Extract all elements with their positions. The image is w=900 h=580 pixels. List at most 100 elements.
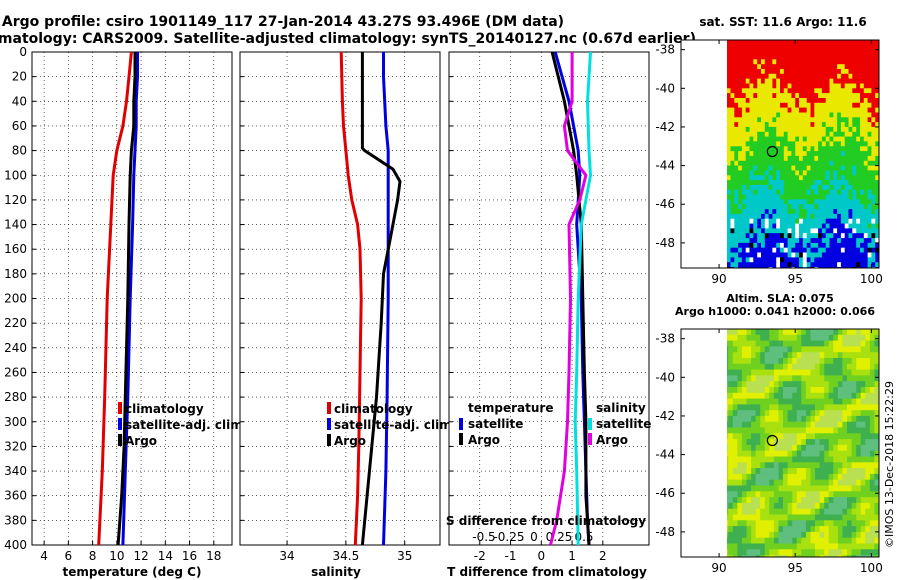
sla-cell — [792, 508, 798, 516]
sst-cell — [818, 165, 823, 171]
sst-cell — [753, 73, 758, 80]
sla-cell — [737, 421, 743, 429]
sst-cell — [867, 257, 872, 263]
sst-cell — [741, 59, 747, 65]
sst-cell — [829, 64, 834, 70]
sst-cell — [749, 122, 754, 128]
sst-cell — [780, 98, 785, 104]
sst-cell — [833, 194, 838, 200]
sst-cell — [840, 83, 846, 89]
sla-cell — [856, 537, 862, 545]
sst-cell — [848, 136, 853, 142]
sla-cell — [773, 415, 780, 423]
sla-cell — [755, 485, 761, 492]
sst-cell — [799, 122, 804, 128]
sla-cell — [778, 369, 784, 376]
sst-cell — [749, 131, 754, 138]
sst-cell — [867, 252, 872, 258]
sla-cell — [751, 450, 757, 458]
sla-cell — [801, 421, 807, 429]
sla-cell — [773, 497, 780, 504]
sla-cell — [732, 363, 738, 371]
sst-cell — [764, 194, 770, 200]
sst-cell — [799, 151, 804, 157]
sst-cell — [829, 78, 834, 84]
sst-cell — [856, 233, 861, 239]
sla-cell — [860, 387, 866, 394]
sla-cell — [856, 479, 862, 487]
sst-cell — [833, 40, 838, 46]
sla-cell — [783, 462, 789, 469]
sla-cell — [787, 497, 793, 504]
sst-cell — [734, 170, 739, 176]
sst-cell — [810, 40, 815, 46]
sla-cell — [751, 531, 757, 539]
sst-cell — [757, 73, 762, 80]
sla-cell — [869, 497, 876, 504]
sst-cell — [745, 180, 751, 186]
sla-cell — [764, 526, 770, 533]
sst-cell — [749, 233, 754, 239]
sst-cell — [761, 146, 766, 152]
sst-cell — [806, 228, 812, 234]
sst-cell — [776, 155, 781, 162]
sla-cell — [792, 433, 798, 440]
sst-cell — [802, 107, 808, 113]
sla-cell — [828, 387, 834, 394]
sla-cell — [805, 415, 812, 423]
sla-cell — [851, 514, 857, 521]
sla-cell — [824, 520, 830, 527]
sst-cell — [727, 204, 732, 210]
sla-cell — [773, 514, 780, 521]
sst-cell — [821, 117, 827, 123]
sla-cell — [869, 555, 876, 557]
sst-cell — [856, 213, 861, 220]
sla-cell — [732, 508, 738, 516]
sst-cell — [745, 194, 751, 200]
x-tick-label: 34 — [279, 549, 294, 563]
sla-cell — [874, 444, 879, 452]
sst-cell — [772, 209, 777, 215]
sst-cell — [863, 107, 869, 113]
sla-cell — [737, 363, 743, 371]
sst-cell — [753, 117, 758, 123]
sla-cell — [815, 479, 821, 487]
sst-cell — [856, 88, 861, 94]
sst-cell — [795, 233, 800, 239]
sst-cell — [837, 199, 842, 205]
sst-cell — [863, 49, 869, 56]
sla-cell — [842, 520, 848, 527]
sst-cell — [802, 213, 808, 220]
sst-cell — [833, 59, 838, 65]
sla-cell — [842, 543, 848, 550]
sst-cell — [730, 112, 735, 118]
sst-cell — [867, 93, 872, 99]
sst-cell — [776, 93, 781, 99]
sla-cell — [842, 514, 848, 521]
sst-cell — [867, 112, 872, 118]
sst-cell — [844, 184, 850, 191]
sst-cell — [852, 184, 857, 191]
sst-cell — [860, 78, 865, 84]
sst-cell — [795, 209, 800, 215]
sla-cell — [847, 531, 853, 539]
sst-cell — [791, 54, 796, 60]
sst-cell — [844, 170, 850, 176]
sst-cell — [860, 194, 865, 200]
sst-cell — [840, 44, 846, 51]
sst-cell — [860, 242, 865, 249]
sst-cell — [844, 209, 850, 215]
sla-cell — [819, 531, 825, 539]
sla-cell — [842, 502, 848, 510]
sst-cell — [810, 184, 815, 191]
sst-cell — [749, 102, 754, 109]
sst-cell — [764, 252, 770, 258]
sst-cell — [871, 218, 876, 225]
sla-cell — [842, 421, 848, 429]
sst-cell — [825, 228, 831, 234]
sla-cell — [801, 392, 807, 400]
sla-cell — [815, 334, 821, 342]
sla-cell — [783, 520, 789, 527]
sla-cell — [828, 531, 834, 539]
sst-cell — [761, 78, 766, 84]
